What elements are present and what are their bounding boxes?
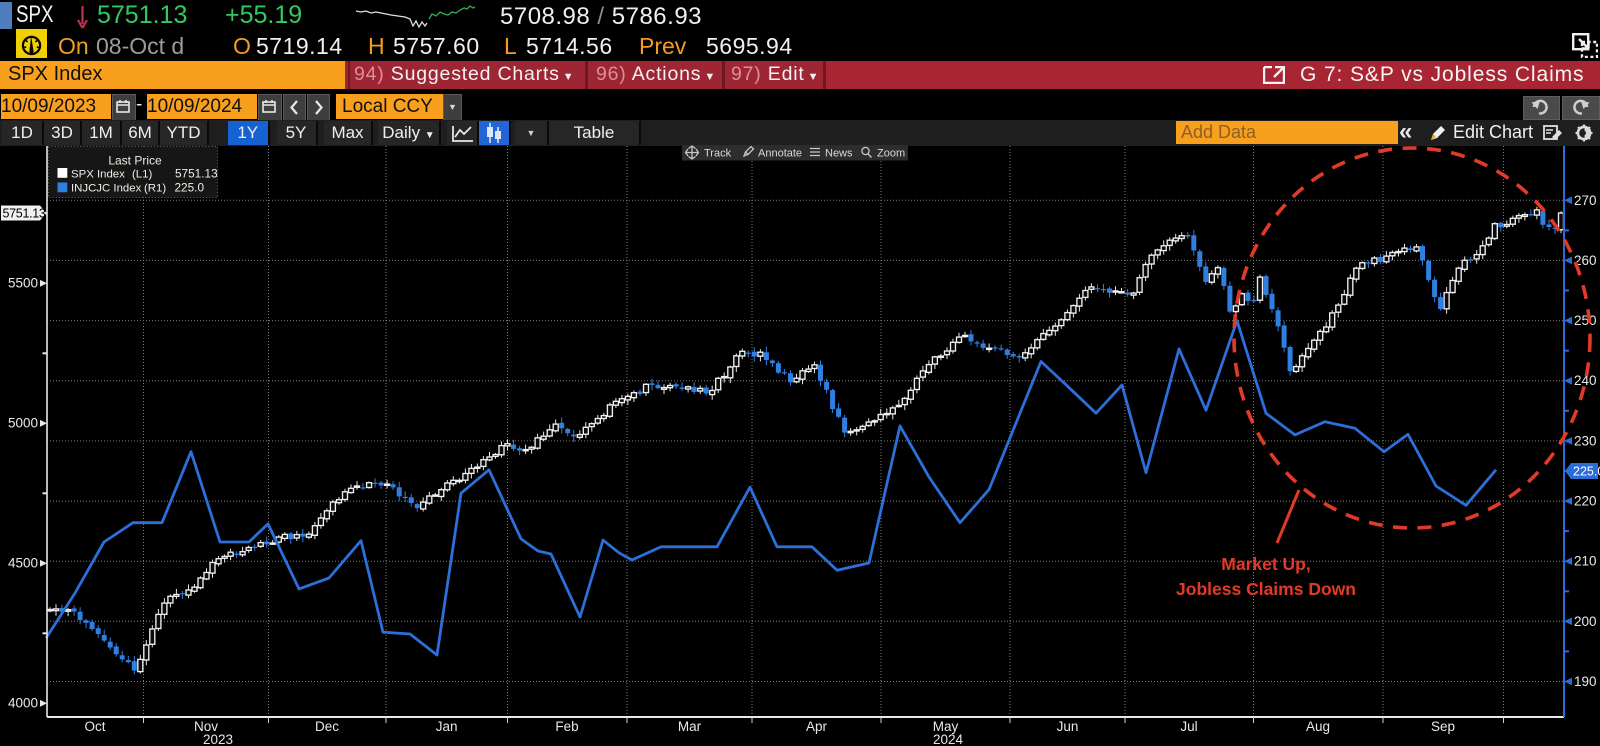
svg-text:Market Up,: Market Up, [1221,554,1310,574]
svg-text:Feb: Feb [555,719,578,734]
svg-text:Aug: Aug [1306,719,1330,734]
svg-text:230: 230 [1574,433,1597,448]
svg-text:News: News [825,148,853,160]
svg-text:5751.13: 5751.13 [3,207,46,221]
svg-text:Mar: Mar [678,719,702,734]
svg-text:Jobless Claims Down: Jobless Claims Down [1176,579,1356,599]
svg-text:Jun: Jun [1057,719,1079,734]
svg-text:Annotate: Annotate [758,148,802,160]
svg-text:220: 220 [1574,494,1597,509]
svg-text:2024: 2024 [933,732,964,746]
svg-text:250: 250 [1574,313,1597,328]
svg-text:INJCJC Index: INJCJC Index [71,183,142,195]
svg-text:Jan: Jan [436,719,458,734]
svg-text:(R1): (R1) [144,183,166,195]
svg-text:200: 200 [1574,614,1597,629]
svg-text:Oct: Oct [84,719,105,734]
svg-text:190: 190 [1574,674,1597,689]
svg-text:(L1): (L1) [132,169,152,181]
svg-text:2023: 2023 [203,732,233,746]
svg-text:Last Price: Last Price [108,154,162,168]
svg-text:5000: 5000 [8,416,38,431]
svg-text:225.0: 225.0 [175,181,205,195]
svg-text:240: 240 [1574,373,1597,388]
svg-text:May: May [933,719,959,734]
svg-text:Sep: Sep [1431,719,1455,734]
svg-text:210: 210 [1574,554,1597,569]
svg-text:Apr: Apr [806,719,828,734]
svg-text:5500: 5500 [8,276,38,291]
svg-text:4500: 4500 [8,556,38,571]
svg-text:5751.13: 5751.13 [175,167,218,181]
svg-text:Dec: Dec [315,719,339,734]
svg-text:225.0: 225.0 [1573,465,1600,479]
svg-text:Zoom: Zoom [877,148,905,160]
svg-text:SPX Index: SPX Index [71,169,125,181]
svg-text:Nov: Nov [194,719,218,734]
svg-text:260: 260 [1574,253,1597,268]
svg-text:270: 270 [1574,193,1597,208]
svg-text:4000: 4000 [8,696,38,711]
svg-text:Jul: Jul [1180,719,1197,734]
svg-text:Track: Track [704,148,732,160]
